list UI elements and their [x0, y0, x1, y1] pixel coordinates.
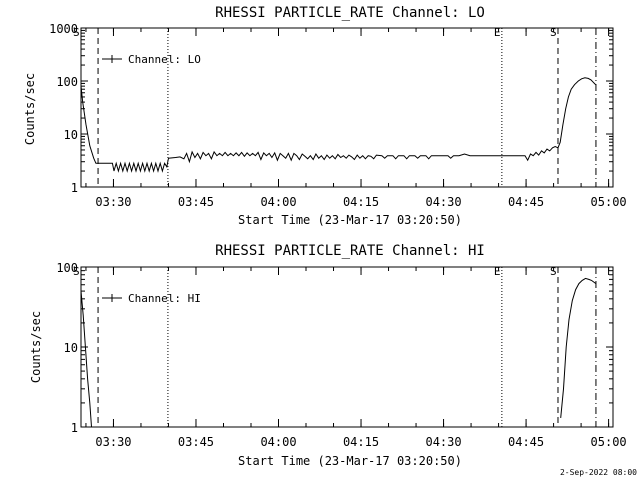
x-tick-label-hi: 05:00 — [591, 435, 627, 449]
x-tick-label-lo: 04:00 — [260, 195, 296, 209]
y-axis-label-lo: Counts/sec — [23, 73, 37, 145]
event-marker-label-lo: E — [494, 26, 501, 39]
chart-title-lo: RHESSI PARTICLE_RATE Channel: LO — [215, 5, 485, 21]
panel-lo: RHESSI PARTICLE_RATE Channel: LO Start T… — [23, 5, 627, 227]
x-tick-label-hi: 04:15 — [343, 435, 379, 449]
event-marker-label-lo: S — [550, 26, 557, 39]
series-line-lo — [80, 77, 597, 173]
event-marker-label-hi: S — [73, 265, 80, 278]
x-tick-label-lo: 03:45 — [178, 195, 214, 209]
x-tick-label-lo: 04:45 — [508, 195, 544, 209]
x-tick-label-hi: 04:45 — [508, 435, 544, 449]
event-marker-label-hi: E — [494, 265, 501, 278]
generation-timestamp: 2-Sep-2022 08:00 — [560, 468, 637, 477]
x-tick-label-hi: 03:45 — [178, 435, 214, 449]
y-tick-label-hi: 100 — [56, 261, 78, 275]
x-tick-label-hi: 04:30 — [425, 435, 461, 449]
x-tick-label-hi: 03:30 — [95, 435, 131, 449]
x-tick-label-hi: 04:00 — [260, 435, 296, 449]
event-marker-label-hi: S — [550, 265, 557, 278]
y-tick-label-lo: 10 — [64, 128, 78, 142]
x-tick-label-lo: 03:30 — [95, 195, 131, 209]
plot-frame-hi — [80, 266, 614, 428]
x-axis-label-hi: Start Time (23-Mar-17 03:20:50) — [238, 454, 462, 468]
chart-title-hi: RHESSI PARTICLE_RATE Channel: HI — [215, 243, 485, 259]
x-tick-label-lo: 04:15 — [343, 195, 379, 209]
legend-label-hi: Channel: HI — [128, 292, 201, 305]
series-line-hi — [560, 277, 597, 418]
x-tick-label-lo: 04:30 — [425, 195, 461, 209]
y-tick-label-lo: 1 — [71, 181, 78, 195]
panel-hi: RHESSI PARTICLE_RATE Channel: HI Start T… — [29, 243, 627, 468]
y-tick-label-hi: 1 — [71, 421, 78, 435]
legend-label-lo: Channel: LO — [128, 53, 201, 66]
y-tick-label-hi: 10 — [64, 341, 78, 355]
y-tick-label-lo: 1000 — [49, 22, 78, 36]
event-marker-label-lo: S — [73, 26, 80, 39]
plot-frame-lo — [80, 27, 614, 188]
series-line-hi — [80, 291, 92, 428]
x-axis-label-lo: Start Time (23-Mar-17 03:20:50) — [238, 213, 462, 227]
y-axis-label-hi: Counts/sec — [29, 311, 43, 383]
y-tick-label-lo: 100 — [56, 75, 78, 89]
x-tick-label-lo: 05:00 — [591, 195, 627, 209]
